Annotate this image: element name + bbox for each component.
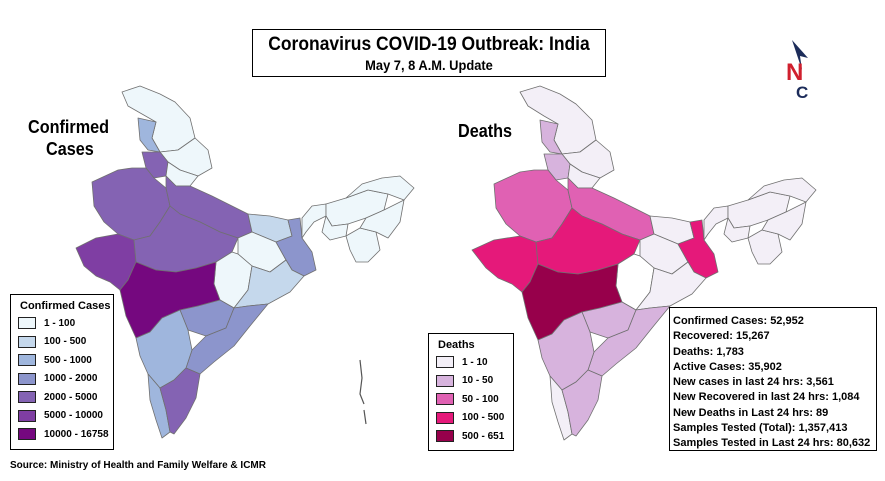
region-arunachal <box>345 175 415 201</box>
stat-line: Active Cases: 35,902 <box>673 360 782 373</box>
d-region-nagaland-manipur <box>761 201 807 241</box>
confirmed-map-label: Confirmed Cases <box>28 116 109 160</box>
deaths-map-label: Deaths <box>458 121 513 141</box>
region-odisha <box>233 259 305 309</box>
deaths-legend-label: 1 - 10 <box>462 356 488 368</box>
andaman-islands <box>359 359 367 425</box>
deaths-legend-item: 10 - 50 <box>436 374 494 387</box>
stats-box: Confirmed Cases: 52,952 Recovered: 15,267… <box>669 307 877 451</box>
stat-line: Confirmed Cases: 52,952 <box>673 315 804 327</box>
d-region-tamil-nadu <box>561 369 603 437</box>
deaths-legend-item: 500 - 651 <box>436 430 504 442</box>
region-tamil-nadu <box>159 367 201 435</box>
deaths-legend-item: 1 - 10 <box>436 356 488 368</box>
logo-letter-c: C <box>796 83 808 100</box>
page-title: Coronavirus COVID-19 Outbreak: India <box>268 34 590 55</box>
deaths-legend: Deaths 1 - 10 10 - 50 50 - 100 100 - 500 500… <box>428 333 514 451</box>
deaths-legend-label: 10 - 50 <box>462 375 494 386</box>
deaths-legend-item: 50 - 100 <box>436 393 499 405</box>
d-region-arunachal <box>747 177 817 203</box>
confirmed-legend-title: Confirmed Cases <box>20 300 111 312</box>
confirmed-legend-item: 1000 - 2000 <box>18 372 98 385</box>
confirmed-legend-swatch <box>18 335 36 348</box>
confirmed-legend-item: 100 - 500 <box>18 335 87 348</box>
deaths-legend-item: 100 - 500 <box>436 411 505 424</box>
confirmed-legend-label: 100 - 500 <box>44 336 87 347</box>
d-region-jammu-kashmir <box>519 85 597 155</box>
region-karnataka <box>135 309 193 389</box>
confirmed-legend-label: 500 - 1000 <box>44 354 92 366</box>
stat-line: Samples Tested in Last 24 hrs: 80,632 <box>673 437 871 450</box>
title-box: Coronavirus COVID-19 Outbreak: India May… <box>252 29 606 77</box>
d-region-odisha <box>635 261 707 311</box>
stat-line: Samples Tested (Total): 1,357,413 <box>673 422 848 435</box>
deaths-legend-swatch <box>436 393 454 405</box>
deaths-legend-swatch <box>436 374 454 387</box>
d-region-karnataka <box>537 311 595 391</box>
confirmed-legend-item: 2000 - 5000 <box>18 391 97 403</box>
confirmed-legend-label: 2000 - 5000 <box>44 391 98 403</box>
d-region-sikkim-ne-corridor <box>703 205 729 241</box>
confirmed-legend-label: 10000 - 16758 <box>44 428 109 440</box>
region-jammu-kashmir <box>121 85 196 153</box>
source-note: Source: Ministry of Health and Family We… <box>10 460 266 471</box>
confirmed-legend-label: 5000 - 10000 <box>44 410 103 421</box>
deaths-legend-label: 50 - 100 <box>462 393 499 405</box>
d-region-gujarat <box>471 235 539 293</box>
confirmed-legend-label: 1 - 100 <box>44 317 76 329</box>
nc-logo: N C <box>786 40 808 100</box>
stat-line: New cases in last 24 hrs: 3,561 <box>673 376 834 389</box>
deaths-legend-label: 100 - 500 <box>462 412 505 423</box>
confirmed-legend-label: 1000 - 2000 <box>44 373 98 384</box>
logo-arrow <box>792 40 808 70</box>
deaths-legend-label: 500 - 651 <box>462 430 505 442</box>
page-subtitle: May 7, 8 A.M. Update <box>365 57 493 73</box>
d-region-tripura-mizoram <box>747 229 783 265</box>
confirmed-legend-swatch <box>18 428 36 440</box>
stat-line: Deaths: 1,783 <box>673 345 744 358</box>
confirmed-legend-item: 5000 - 10000 <box>18 409 103 422</box>
confirmed-legend-item: 1 - 100 <box>18 317 75 329</box>
region-nagaland-manipur <box>359 199 405 239</box>
confirmed-legend-item: 500 - 1000 <box>18 354 92 366</box>
deaths-legend-swatch <box>436 430 454 442</box>
confirmed-legend-swatch <box>18 391 36 403</box>
deaths-map <box>471 85 817 441</box>
confirmed-map <box>75 85 415 439</box>
confirmed-legend-swatch <box>18 372 36 385</box>
confirmed-legend-swatch <box>18 317 36 329</box>
confirmed-legend-swatch <box>18 354 36 366</box>
confirmed-legend-swatch <box>18 409 36 422</box>
region-sikkim-ne-corridor <box>301 203 327 239</box>
deaths-legend-swatch <box>436 411 454 424</box>
region-tripura-mizoram <box>345 227 381 263</box>
logo-letter-n: N <box>786 59 803 86</box>
stat-line: Recovered: 15,267 <box>673 330 770 343</box>
confirmed-label-line2: Cases <box>46 139 94 159</box>
confirmed-legend: Confirmed Cases 1 - 100 100 - 500 500 - 10… <box>10 294 114 450</box>
stat-line: New Recovered in last 24 hrs: 1,084 <box>673 391 860 404</box>
confirmed-legend-item: 10000 - 16758 <box>18 428 109 440</box>
stat-line: New Deaths in Last 24 hrs: 89 <box>673 406 829 419</box>
confirmed-label-line1: Confirmed <box>28 117 109 137</box>
deaths-legend-title: Deaths <box>438 339 475 351</box>
deaths-legend-swatch <box>436 356 454 368</box>
